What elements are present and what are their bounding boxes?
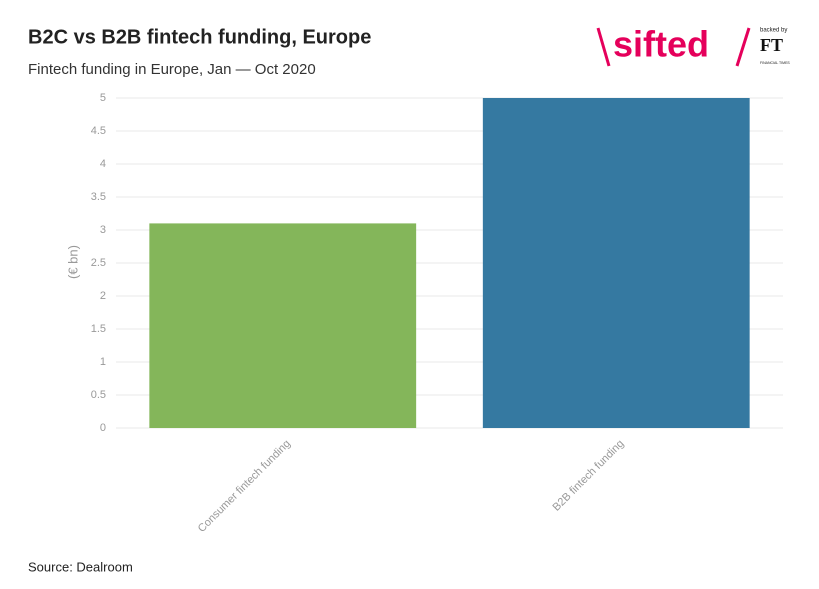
bar: [482, 98, 750, 428]
source: Source: Dealroom: [28, 559, 133, 574]
y-tick-label: 1.5: [91, 323, 106, 335]
logo-ft-name: FINANCIAL TIMES: [760, 61, 790, 65]
logo-ft: FT: [760, 35, 783, 55]
y-tick-label: 3.5: [91, 191, 106, 203]
logo-slash: [735, 27, 751, 67]
logo-brand: sifted: [613, 24, 709, 65]
y-tick-label: 2.5: [91, 257, 106, 269]
y-tick-label: 5: [100, 92, 106, 104]
y-tick-label: 0: [100, 422, 106, 434]
logo: sifted backed by FT FINANCIAL TIMES: [596, 24, 790, 67]
y-tick-label: 3: [100, 224, 106, 236]
y-tick-label: 0.5: [91, 389, 106, 401]
chart-subtitle: Fintech funding in Europe, Jan — Oct 202…: [28, 61, 316, 78]
y-tick-label: 2: [100, 290, 106, 302]
logo-backed-by: backed by: [760, 28, 787, 34]
y-tick-label: 4.5: [91, 125, 106, 137]
y-axis-label: (€ bn): [65, 245, 80, 279]
chart-title: B2C vs B2B fintech funding, Europe: [28, 26, 371, 48]
bar: [149, 223, 417, 428]
logo-slash: [596, 27, 611, 67]
y-tick-label: 1: [100, 356, 106, 368]
y-tick-label: 4: [100, 158, 106, 170]
